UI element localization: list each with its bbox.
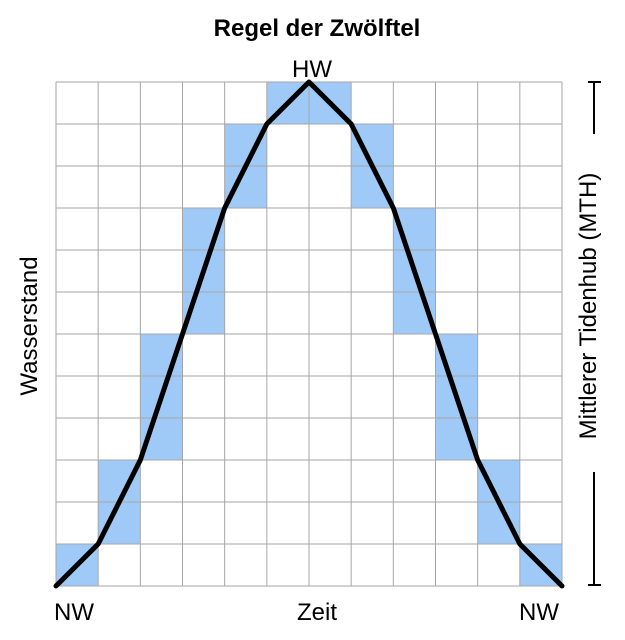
tidal-range-label: Mittlerer Tidenhub (MTH) <box>575 173 602 440</box>
water-level-line-1 <box>53 79 565 589</box>
peak-label: HW <box>292 56 332 83</box>
x-axis-label: Zeit <box>297 599 337 626</box>
series-lines <box>53 79 565 589</box>
y-axis-label: Wasserstand <box>16 256 43 395</box>
x-end-label: NW <box>519 599 559 626</box>
chart-title: Regel der Zwölftel <box>214 15 421 42</box>
x-start-label: NW <box>54 599 94 626</box>
tidal-range-bracket <box>588 81 601 586</box>
chart-grid <box>55 81 563 587</box>
